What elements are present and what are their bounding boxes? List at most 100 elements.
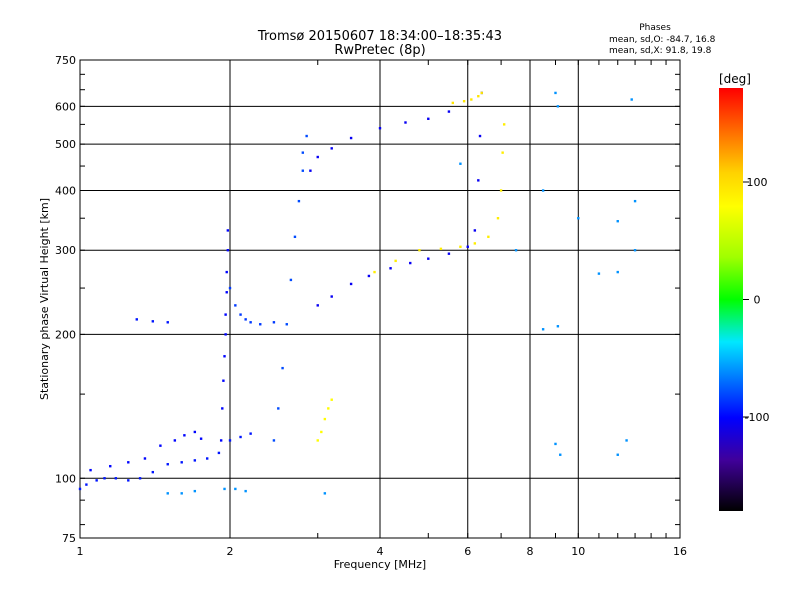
data-point	[316, 155, 319, 159]
y-tick-label: 200	[55, 328, 76, 341]
data-point	[330, 295, 333, 298]
data-point	[127, 461, 130, 464]
data-point	[496, 217, 500, 220]
data-point	[225, 291, 228, 294]
stats-o-line: mean, sd,O: -84.7, 16.8	[609, 35, 716, 45]
data-point	[447, 252, 451, 255]
data-point	[394, 259, 397, 263]
data-point	[478, 134, 482, 138]
x-tick-label: 2	[227, 545, 234, 558]
data-point	[205, 457, 209, 460]
data-point	[277, 407, 280, 410]
data-point	[95, 479, 98, 482]
data-point	[633, 249, 637, 252]
data-point	[193, 459, 197, 462]
data-point	[473, 229, 477, 232]
data-point	[244, 318, 247, 321]
data-point	[219, 439, 223, 442]
data-point	[541, 328, 545, 331]
data-point	[224, 313, 227, 316]
data-point	[301, 151, 305, 154]
data-point	[272, 321, 276, 324]
data-point	[166, 492, 169, 495]
data-point	[349, 282, 353, 286]
data-point	[259, 323, 262, 326]
data-point	[289, 278, 293, 282]
data-point	[409, 261, 412, 265]
data-point	[226, 229, 230, 232]
data-point	[173, 439, 177, 442]
data-point	[180, 492, 183, 495]
data-point	[466, 245, 469, 248]
data-point	[85, 483, 88, 486]
colorbar-tick-label: -100	[745, 411, 770, 424]
stats-heading: Phases	[639, 23, 671, 33]
data-point	[305, 134, 308, 138]
chart-subtitle: RwPretec (8p)	[334, 43, 425, 58]
data-point	[473, 242, 477, 245]
data-point	[439, 247, 443, 251]
data-point	[323, 492, 327, 495]
data-point	[103, 477, 106, 480]
data-point	[480, 91, 483, 95]
data-point	[301, 169, 305, 172]
data-point	[556, 105, 560, 108]
data-point	[135, 318, 138, 321]
x-tick-label: 1	[77, 545, 84, 558]
grid-lines	[80, 60, 680, 538]
y-tick-label: 100	[55, 472, 76, 485]
data-point	[151, 470, 155, 474]
data-point	[199, 437, 203, 440]
data-point	[239, 313, 242, 316]
data-point	[166, 321, 169, 324]
data-point	[477, 94, 480, 98]
data-point	[630, 98, 633, 101]
data-point	[138, 477, 142, 480]
data-point	[556, 325, 560, 328]
data-point	[249, 321, 252, 324]
data-point	[309, 169, 312, 172]
data-point	[281, 366, 284, 370]
data-point	[151, 320, 155, 323]
data-point	[180, 461, 183, 464]
data-point	[459, 162, 462, 165]
data-point	[427, 257, 430, 260]
data-point	[559, 453, 562, 456]
data-point	[597, 272, 601, 275]
y-axis-label: Stationary phase Virtual Height [km]	[38, 198, 51, 400]
data-point	[89, 468, 92, 472]
data-point	[272, 439, 276, 442]
colorbar-label: [deg]	[719, 72, 751, 86]
data-point	[223, 487, 226, 491]
data-point	[244, 489, 247, 493]
data-points	[78, 91, 637, 495]
data-point	[330, 398, 333, 401]
data-point	[541, 189, 545, 192]
data-point	[447, 110, 451, 113]
data-point	[404, 121, 407, 124]
data-point	[418, 249, 421, 252]
data-point	[143, 457, 147, 460]
data-point	[501, 151, 504, 154]
data-point	[330, 147, 333, 150]
data-point	[223, 355, 226, 358]
data-point	[222, 379, 225, 382]
data-point	[297, 199, 301, 203]
data-point	[616, 270, 619, 274]
data-point	[193, 489, 197, 493]
data-point	[616, 453, 619, 456]
data-point	[462, 99, 466, 103]
data-point	[554, 442, 557, 446]
x-tick-label: 10	[571, 545, 585, 558]
data-point	[487, 235, 490, 239]
data-point	[378, 126, 382, 130]
colorbar-tick-label: 0	[754, 294, 761, 307]
y-tick-label: 400	[55, 184, 76, 197]
data-point	[477, 179, 480, 182]
data-point	[367, 274, 371, 278]
y-tick-labels: 75 100 200 300 400 500 600 750	[55, 54, 76, 545]
data-point	[349, 136, 353, 140]
x-tick-labels: 1 2 4 6 8 10 16	[77, 545, 688, 558]
y-tick-label: 600	[55, 100, 76, 113]
